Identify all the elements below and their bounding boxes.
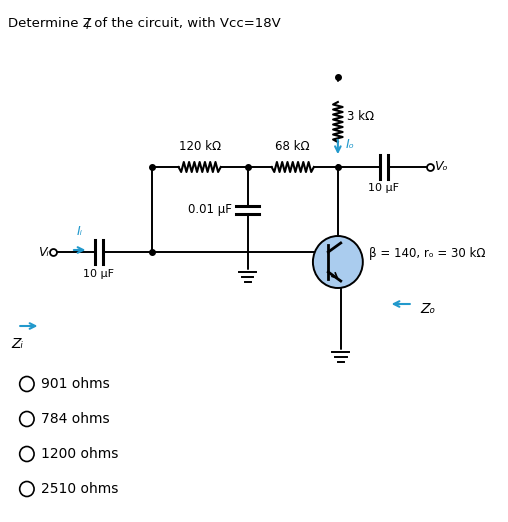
Text: i: i bbox=[85, 19, 89, 32]
Text: Iᵢ: Iᵢ bbox=[77, 225, 83, 238]
Text: β = 140, rₒ = 30 kΩ: β = 140, rₒ = 30 kΩ bbox=[369, 247, 485, 260]
Text: Determine Z: Determine Z bbox=[8, 17, 91, 30]
Text: 1200 ohms: 1200 ohms bbox=[41, 447, 119, 461]
Text: Vₒ: Vₒ bbox=[434, 160, 448, 173]
Text: 68 kΩ: 68 kΩ bbox=[275, 140, 310, 153]
Text: Zₒ: Zₒ bbox=[421, 302, 436, 316]
Text: 0.01 μF: 0.01 μF bbox=[188, 203, 232, 216]
Text: 120 kΩ: 120 kΩ bbox=[179, 140, 220, 153]
Text: 3 kΩ: 3 kΩ bbox=[347, 111, 374, 124]
Text: Iₒ: Iₒ bbox=[345, 138, 355, 151]
Text: Zᵢ: Zᵢ bbox=[12, 337, 23, 351]
Text: Vᵢ: Vᵢ bbox=[38, 245, 49, 258]
Text: 2510 ohms: 2510 ohms bbox=[41, 482, 119, 496]
Text: of the circuit, with Vcc=18V: of the circuit, with Vcc=18V bbox=[90, 17, 281, 30]
Text: 10 μF: 10 μF bbox=[83, 269, 114, 279]
Text: 10 μF: 10 μF bbox=[368, 183, 399, 193]
Text: 901 ohms: 901 ohms bbox=[41, 377, 110, 391]
Circle shape bbox=[313, 236, 363, 288]
Text: 784 ohms: 784 ohms bbox=[41, 412, 110, 426]
